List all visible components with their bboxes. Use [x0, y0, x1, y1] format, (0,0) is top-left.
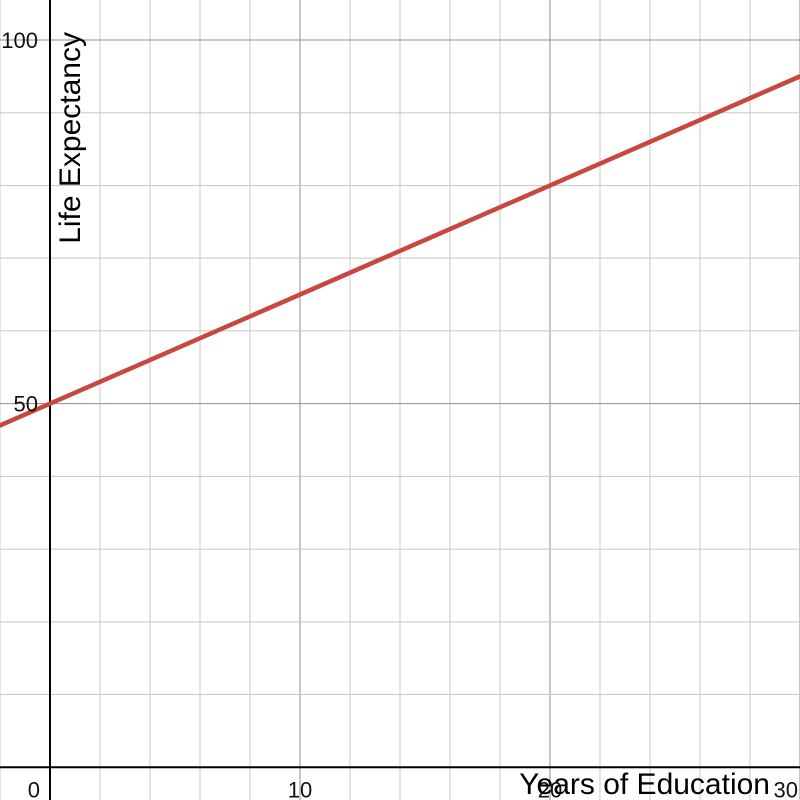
series-group	[0, 74, 800, 428]
x-tick-label: 0	[28, 777, 40, 800]
y-axis-title: Life Expectancy	[54, 32, 87, 244]
y-tick-label: 50	[14, 392, 38, 417]
x-axis-title: Years of Education	[519, 768, 770, 800]
x-tick-label: 10	[288, 777, 312, 800]
y-tick-label: 100	[1, 28, 38, 53]
x-tick-label: 20	[538, 777, 562, 800]
tick-labels: 0 10 20 30 50 100	[1, 28, 798, 800]
series-line-1	[0, 74, 800, 428]
x-tick-label: 30	[774, 777, 798, 800]
